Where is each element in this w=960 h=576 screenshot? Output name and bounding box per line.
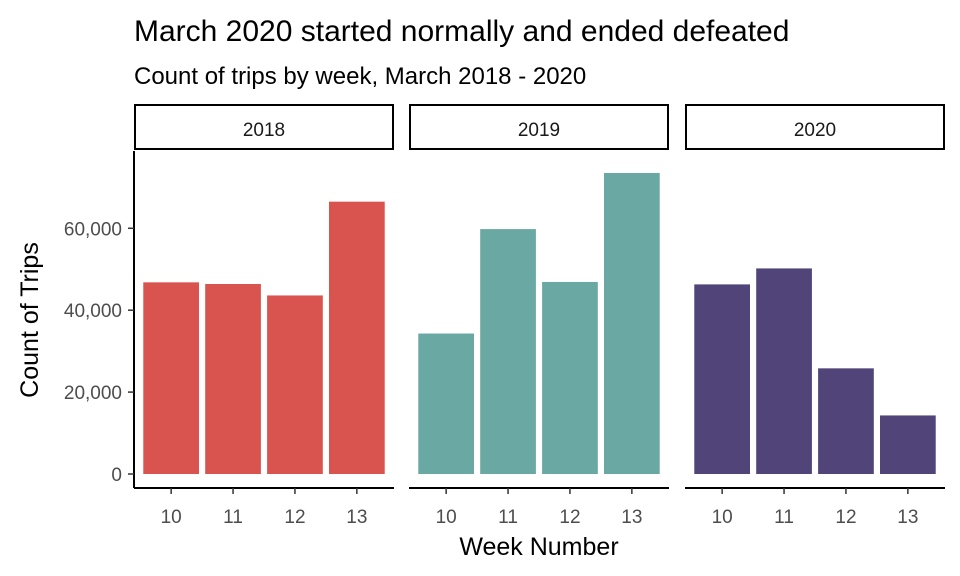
facet-panel-2018: 2018 10 11 12 13	[134, 104, 394, 528]
facet-panel-2020: 2020 10 11 12 13	[685, 104, 945, 528]
y-tick-label: 60,000	[64, 219, 122, 240]
x-tick-label: 11	[223, 507, 243, 528]
x-tick-label: 13	[621, 507, 642, 528]
facet-panels: 2018 10 11 12 13 2019 10 11 12 13 2020 10 11 12 13	[134, 104, 945, 528]
x-tick-label: 11	[498, 507, 518, 528]
facet-strip	[134, 104, 394, 150]
bar-2020-week-12	[818, 368, 874, 474]
x-tick-label: 13	[897, 507, 918, 528]
bar-2018-week-12	[267, 295, 323, 474]
x-tick-label: 10	[436, 507, 457, 528]
x-tick-label: 10	[712, 507, 733, 528]
bar-2019-week-13	[604, 173, 660, 474]
bar-2020-week-13	[880, 415, 936, 474]
bar-2019-week-10	[418, 333, 474, 474]
x-tick-label: 11	[774, 507, 794, 528]
chart-title: March 2020 started normally and ended de…	[134, 15, 789, 48]
facet-panel-2019: 2019 10 11 12 13	[409, 104, 669, 528]
x-tick-label: 12	[284, 507, 305, 528]
facet-strip	[409, 104, 669, 150]
bar-2018-week-11	[205, 283, 261, 474]
facet-strip-label: 2020	[794, 120, 836, 141]
y-axis: 0 20,000 40,000 60,000	[64, 151, 135, 488]
bar-2019-week-11	[480, 229, 536, 474]
chart-subtitle: Count of trips by week, March 2018 - 202…	[134, 63, 586, 90]
x-axis-title: Week Number	[459, 533, 618, 561]
x-tick-label: 12	[559, 507, 580, 528]
bar-2020-week-10	[694, 284, 750, 474]
x-tick-label: 13	[346, 507, 367, 528]
bar-2018-week-13	[329, 201, 385, 474]
y-tick-label: 0	[111, 465, 122, 486]
facet-strip	[685, 104, 945, 150]
y-tick-label: 20,000	[64, 383, 122, 404]
facet-strip-label: 2018	[243, 120, 285, 141]
x-tick-label: 10	[161, 507, 182, 528]
x-tick-label: 12	[835, 507, 856, 528]
bar-2019-week-12	[542, 281, 598, 474]
y-axis-title: Count of Trips	[16, 242, 44, 398]
bar-2018-week-10	[143, 282, 199, 474]
bar-2020-week-11	[756, 268, 812, 474]
y-tick-label: 40,000	[64, 301, 122, 322]
facet-strip-label: 2019	[518, 120, 560, 141]
